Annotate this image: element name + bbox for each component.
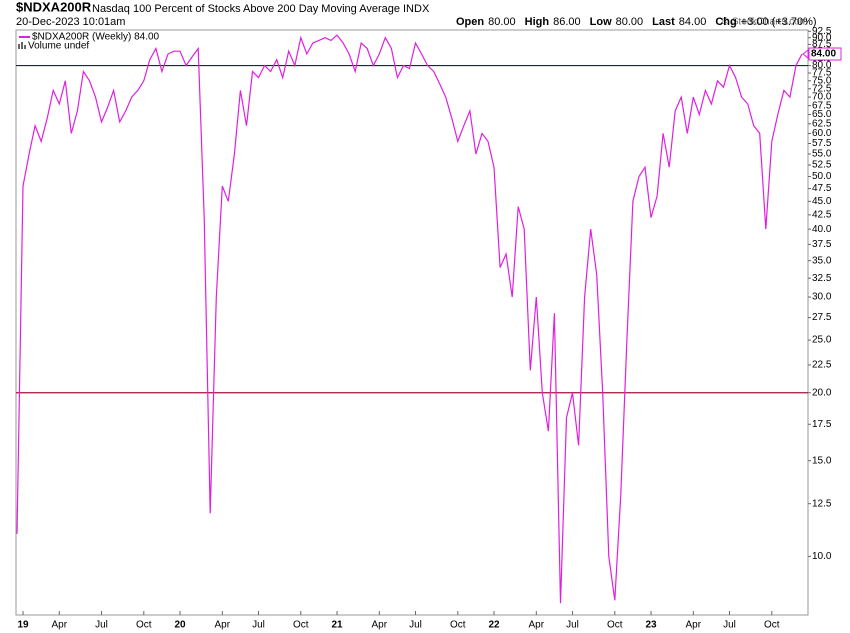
volume-note: Volume undef bbox=[28, 41, 89, 52]
y-tick-label: 75.0 bbox=[812, 75, 832, 86]
y-tick-label: 70.0 bbox=[812, 92, 832, 103]
x-tick-label: Oct bbox=[764, 620, 780, 631]
last-value-box bbox=[808, 47, 842, 61]
y-tick-label: 22.5 bbox=[812, 360, 832, 371]
y-tick-label: 17.5 bbox=[812, 419, 832, 430]
y-tick-label: 30.0 bbox=[812, 292, 832, 303]
y-tick-label: 47.5 bbox=[812, 183, 832, 194]
y-tick-label: 10.0 bbox=[812, 551, 832, 562]
x-tick-label: Jul bbox=[566, 620, 579, 631]
y-tick-label: 52.5 bbox=[812, 160, 832, 171]
y-tick-label: 12.5 bbox=[812, 498, 832, 509]
y-tick-label: 90.0 bbox=[812, 32, 832, 43]
x-tick-label: Oct bbox=[450, 620, 466, 631]
y-tick-label: 72.5 bbox=[812, 83, 832, 94]
quote-label: High bbox=[525, 16, 550, 28]
volume-icon bbox=[18, 42, 26, 49]
y-tick-label: 45.0 bbox=[812, 196, 832, 207]
x-tick-label: Apr bbox=[372, 620, 388, 631]
quote-value: 84.00 bbox=[679, 16, 707, 28]
x-tick-label: 20 bbox=[174, 620, 186, 631]
last-marker bbox=[802, 48, 809, 60]
quote-label: Low bbox=[590, 16, 612, 28]
x-tick-label: Oct bbox=[136, 620, 152, 631]
chart-subtitle: Nasdaq 100 Percent of Stocks Above 200 D… bbox=[92, 3, 400, 15]
x-tick-label: Apr bbox=[215, 620, 231, 631]
exchange: INDX bbox=[403, 3, 430, 15]
plot-frame bbox=[15, 29, 809, 616]
y-tick-label: 32.5 bbox=[812, 273, 832, 284]
y-tick-label: 15.0 bbox=[812, 455, 832, 466]
quote-value: 86.00 bbox=[553, 16, 581, 28]
y-tick-label: 67.5 bbox=[812, 100, 832, 111]
y-tick-label: 62.5 bbox=[812, 118, 832, 129]
y-tick-label: 92.5 bbox=[812, 26, 832, 37]
quote-value: +3.00 (+3.70%) bbox=[741, 16, 817, 28]
x-tick-label: Jul bbox=[252, 620, 265, 631]
x-tick-label: 21 bbox=[331, 620, 343, 631]
y-tick-label: 20.0 bbox=[812, 387, 832, 398]
quote-label: Chg bbox=[715, 16, 736, 28]
x-tick-label: 22 bbox=[488, 620, 500, 631]
y-tick-label: 60.0 bbox=[812, 128, 832, 139]
y-tick-label: 42.5 bbox=[812, 209, 832, 220]
y-tick-label: 35.0 bbox=[812, 255, 832, 266]
y-tick-label: 40.0 bbox=[812, 224, 832, 235]
x-tick-label: Apr bbox=[529, 620, 545, 631]
y-tick-label: 57.5 bbox=[812, 138, 832, 149]
quote-label: Last bbox=[652, 16, 675, 28]
credit: © StockCharts.com bbox=[722, 17, 808, 28]
x-tick-label: Apr bbox=[686, 620, 702, 631]
x-tick-label: Apr bbox=[51, 620, 67, 631]
x-tick-label: Jul bbox=[409, 620, 422, 631]
quote-value: 80.00 bbox=[488, 16, 516, 28]
x-tick-label: Jul bbox=[95, 620, 108, 631]
x-tick-label: Oct bbox=[607, 620, 623, 631]
date: 20-Dec-2023 10:01am bbox=[16, 16, 125, 28]
x-tick-label: Jul bbox=[723, 620, 736, 631]
x-tick-label: 23 bbox=[645, 620, 657, 631]
y-tick-label: 77.5 bbox=[812, 68, 832, 79]
chart-title: $NDXA200R bbox=[16, 0, 92, 14]
y-tick-label: 87.5 bbox=[812, 39, 832, 50]
y-tick-label: 37.5 bbox=[812, 239, 832, 250]
y-tick-label: 65.0 bbox=[812, 109, 832, 120]
x-tick-label: 19 bbox=[17, 620, 29, 631]
x-tick-label: Oct bbox=[293, 620, 309, 631]
quote-label: Open bbox=[456, 16, 484, 28]
last-value-label: 84.00 bbox=[811, 49, 836, 60]
y-tick-label: 50.0 bbox=[812, 171, 832, 182]
y-tick-label: 25.0 bbox=[812, 335, 832, 346]
y-tick-label: 55.0 bbox=[812, 149, 832, 160]
y-tick-label: 80.0 bbox=[812, 60, 832, 71]
legend-entry: $NDXA200R (Weekly) 84.00 bbox=[32, 32, 160, 43]
quote-value: 80.00 bbox=[616, 16, 644, 28]
line bbox=[16, 34, 803, 604]
y-tick-label: 27.5 bbox=[812, 312, 832, 323]
